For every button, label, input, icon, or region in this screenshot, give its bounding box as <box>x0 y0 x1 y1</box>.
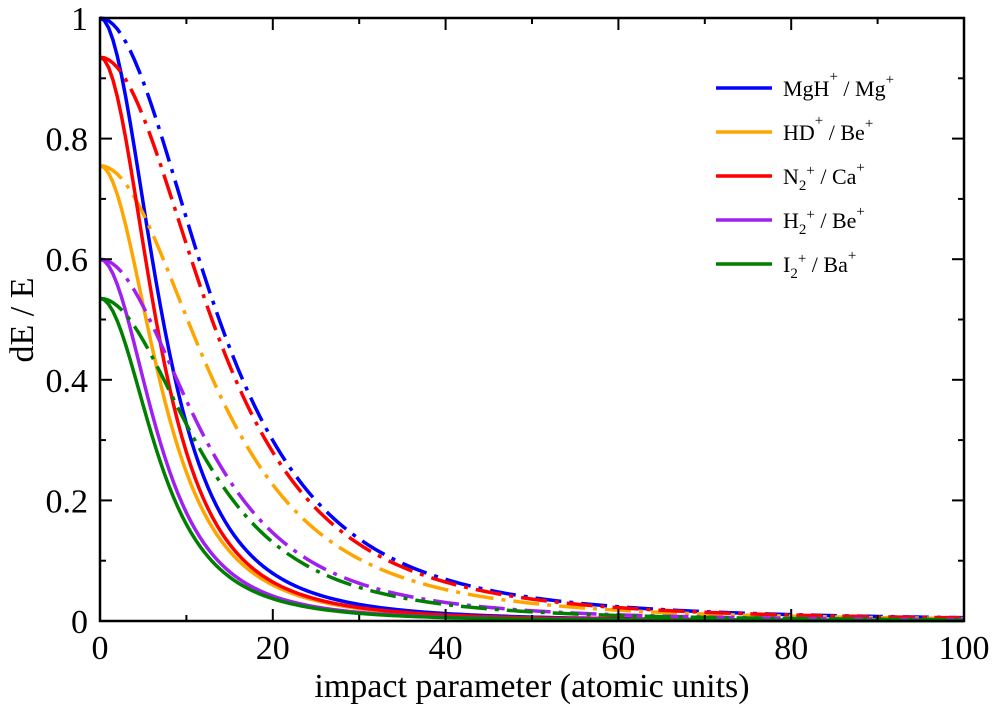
legend: MgH+ / Mg+ HD+ / Be+ N2+ / Ca+ H2+ / Be+ I2+… <box>716 69 894 282</box>
x-tick-label: 0 <box>92 630 109 667</box>
series-line-dashdot <box>99 296 965 622</box>
plot-curves <box>99 16 965 623</box>
y-tick-label: 1 <box>71 1 88 38</box>
x-tick-label: 60 <box>601 630 635 667</box>
series-line-dashdot <box>99 164 965 621</box>
legend-label: HD+ / Be+ <box>783 113 873 145</box>
x-axis-label: impact parameter (atomic units) <box>314 668 749 705</box>
y-tick-label: 0.8 <box>46 122 89 159</box>
y-tick-label: 0 <box>71 604 88 641</box>
y-tick-label: 0.2 <box>46 483 89 520</box>
x-tick-label: 40 <box>429 630 463 667</box>
x-tick-label: 80 <box>774 630 808 667</box>
series-line-dashdot <box>99 55 965 620</box>
axis-ticks: 0 20 40 60 80 100 0 0.2 0.4 0.6 0.8 1 <box>46 1 990 667</box>
x-tick-label: 20 <box>256 630 290 667</box>
legend-label: H2+ / Be+ <box>783 204 865 238</box>
legend-label: MgH+ / Mg+ <box>783 69 894 101</box>
legend-label: I2+ / Ba+ <box>783 248 856 282</box>
y-axis-label: dE / E <box>4 278 41 363</box>
y-tick-label: 0.6 <box>46 242 89 279</box>
legend-label: N2+ / Ca+ <box>783 160 865 194</box>
x-tick-label: 100 <box>939 630 990 667</box>
y-tick-label: 0.4 <box>46 363 89 400</box>
series-line-solid <box>99 164 964 623</box>
series-line-solid <box>99 16 965 623</box>
series-line-solid <box>99 257 964 623</box>
series-line-dashdot <box>99 257 965 622</box>
